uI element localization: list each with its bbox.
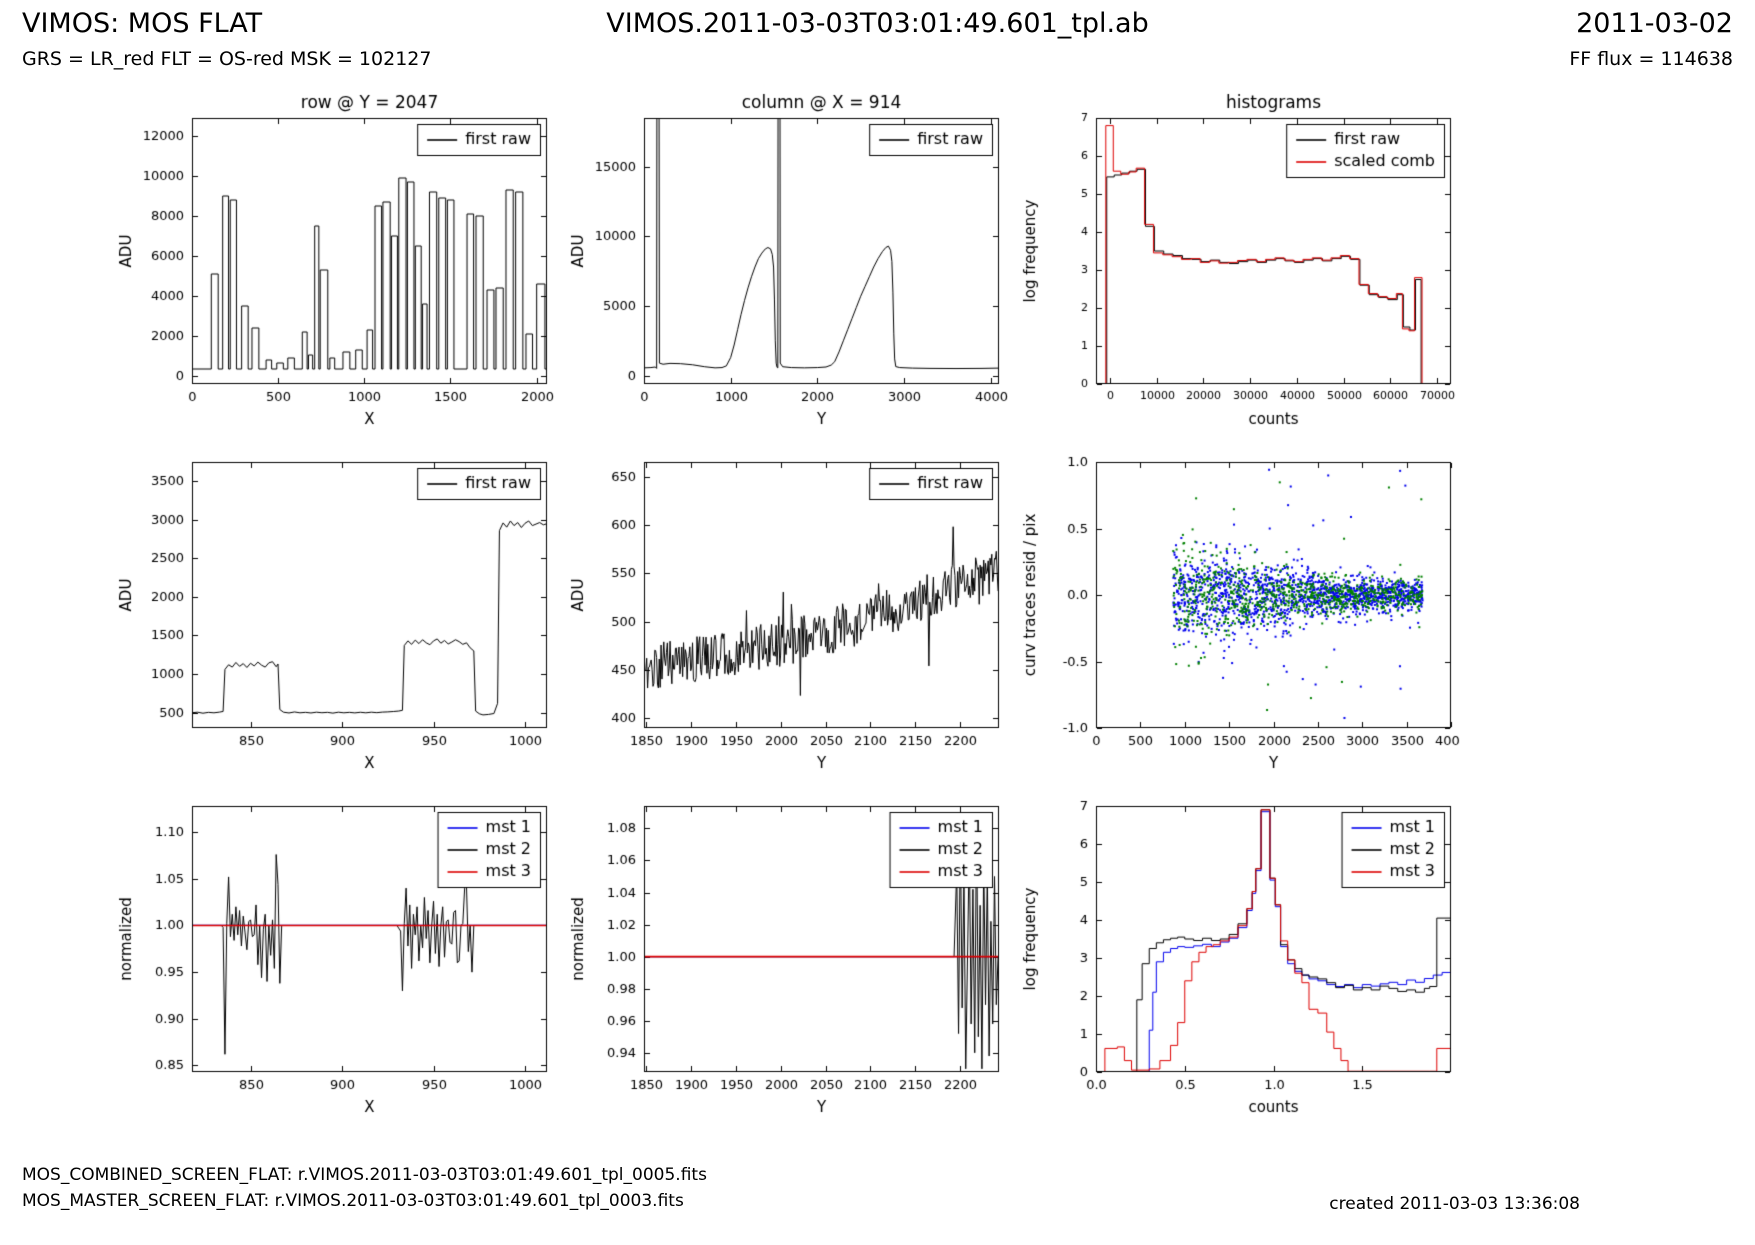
chart-column-profile-zoom xyxy=(570,432,1008,776)
page-title: VIMOS.2011-03-03T03:01:49.601_tpl.ab xyxy=(606,8,1149,39)
observation-date: 2011-03-02 xyxy=(1576,8,1733,39)
combined-flat-filename: MOS_COMBINED_SCREEN_FLAT: r.VIMOS.2011-0… xyxy=(22,1165,707,1185)
master-flat-filename: MOS_MASTER_SCREEN_FLAT: r.VIMOS.2011-03-… xyxy=(22,1190,684,1211)
header-right: 2011-03-02 FF flux = 114638 xyxy=(1569,8,1733,70)
setup-subtitle: GRS = LR_red FLT = OS-red MSK = 102127 xyxy=(22,48,432,70)
chart-curv-traces-residuals xyxy=(1022,432,1460,776)
chart-normalized-row xyxy=(118,776,556,1120)
chart-row-profile-zoom xyxy=(118,432,556,776)
plot-grid xyxy=(118,88,1460,1120)
chart-mst-histograms xyxy=(1022,776,1460,1120)
app-title: VIMOS: MOS FLAT xyxy=(22,8,263,39)
created-timestamp: created 2011-03-03 13:36:08 xyxy=(1329,1194,1580,1214)
product-files: MOS_COMBINED_SCREEN_FLAT: r.VIMOS.2011-0… xyxy=(22,1163,707,1214)
chart-normalized-column xyxy=(570,776,1008,1120)
chart-row-profile xyxy=(118,88,556,432)
chart-histograms xyxy=(1022,88,1460,432)
chart-column-profile xyxy=(570,88,1008,432)
ff-flux-value: FF flux = 114638 xyxy=(1569,48,1733,70)
header-left: VIMOS: MOS FLAT GRS = LR_red FLT = OS-re… xyxy=(22,8,431,70)
